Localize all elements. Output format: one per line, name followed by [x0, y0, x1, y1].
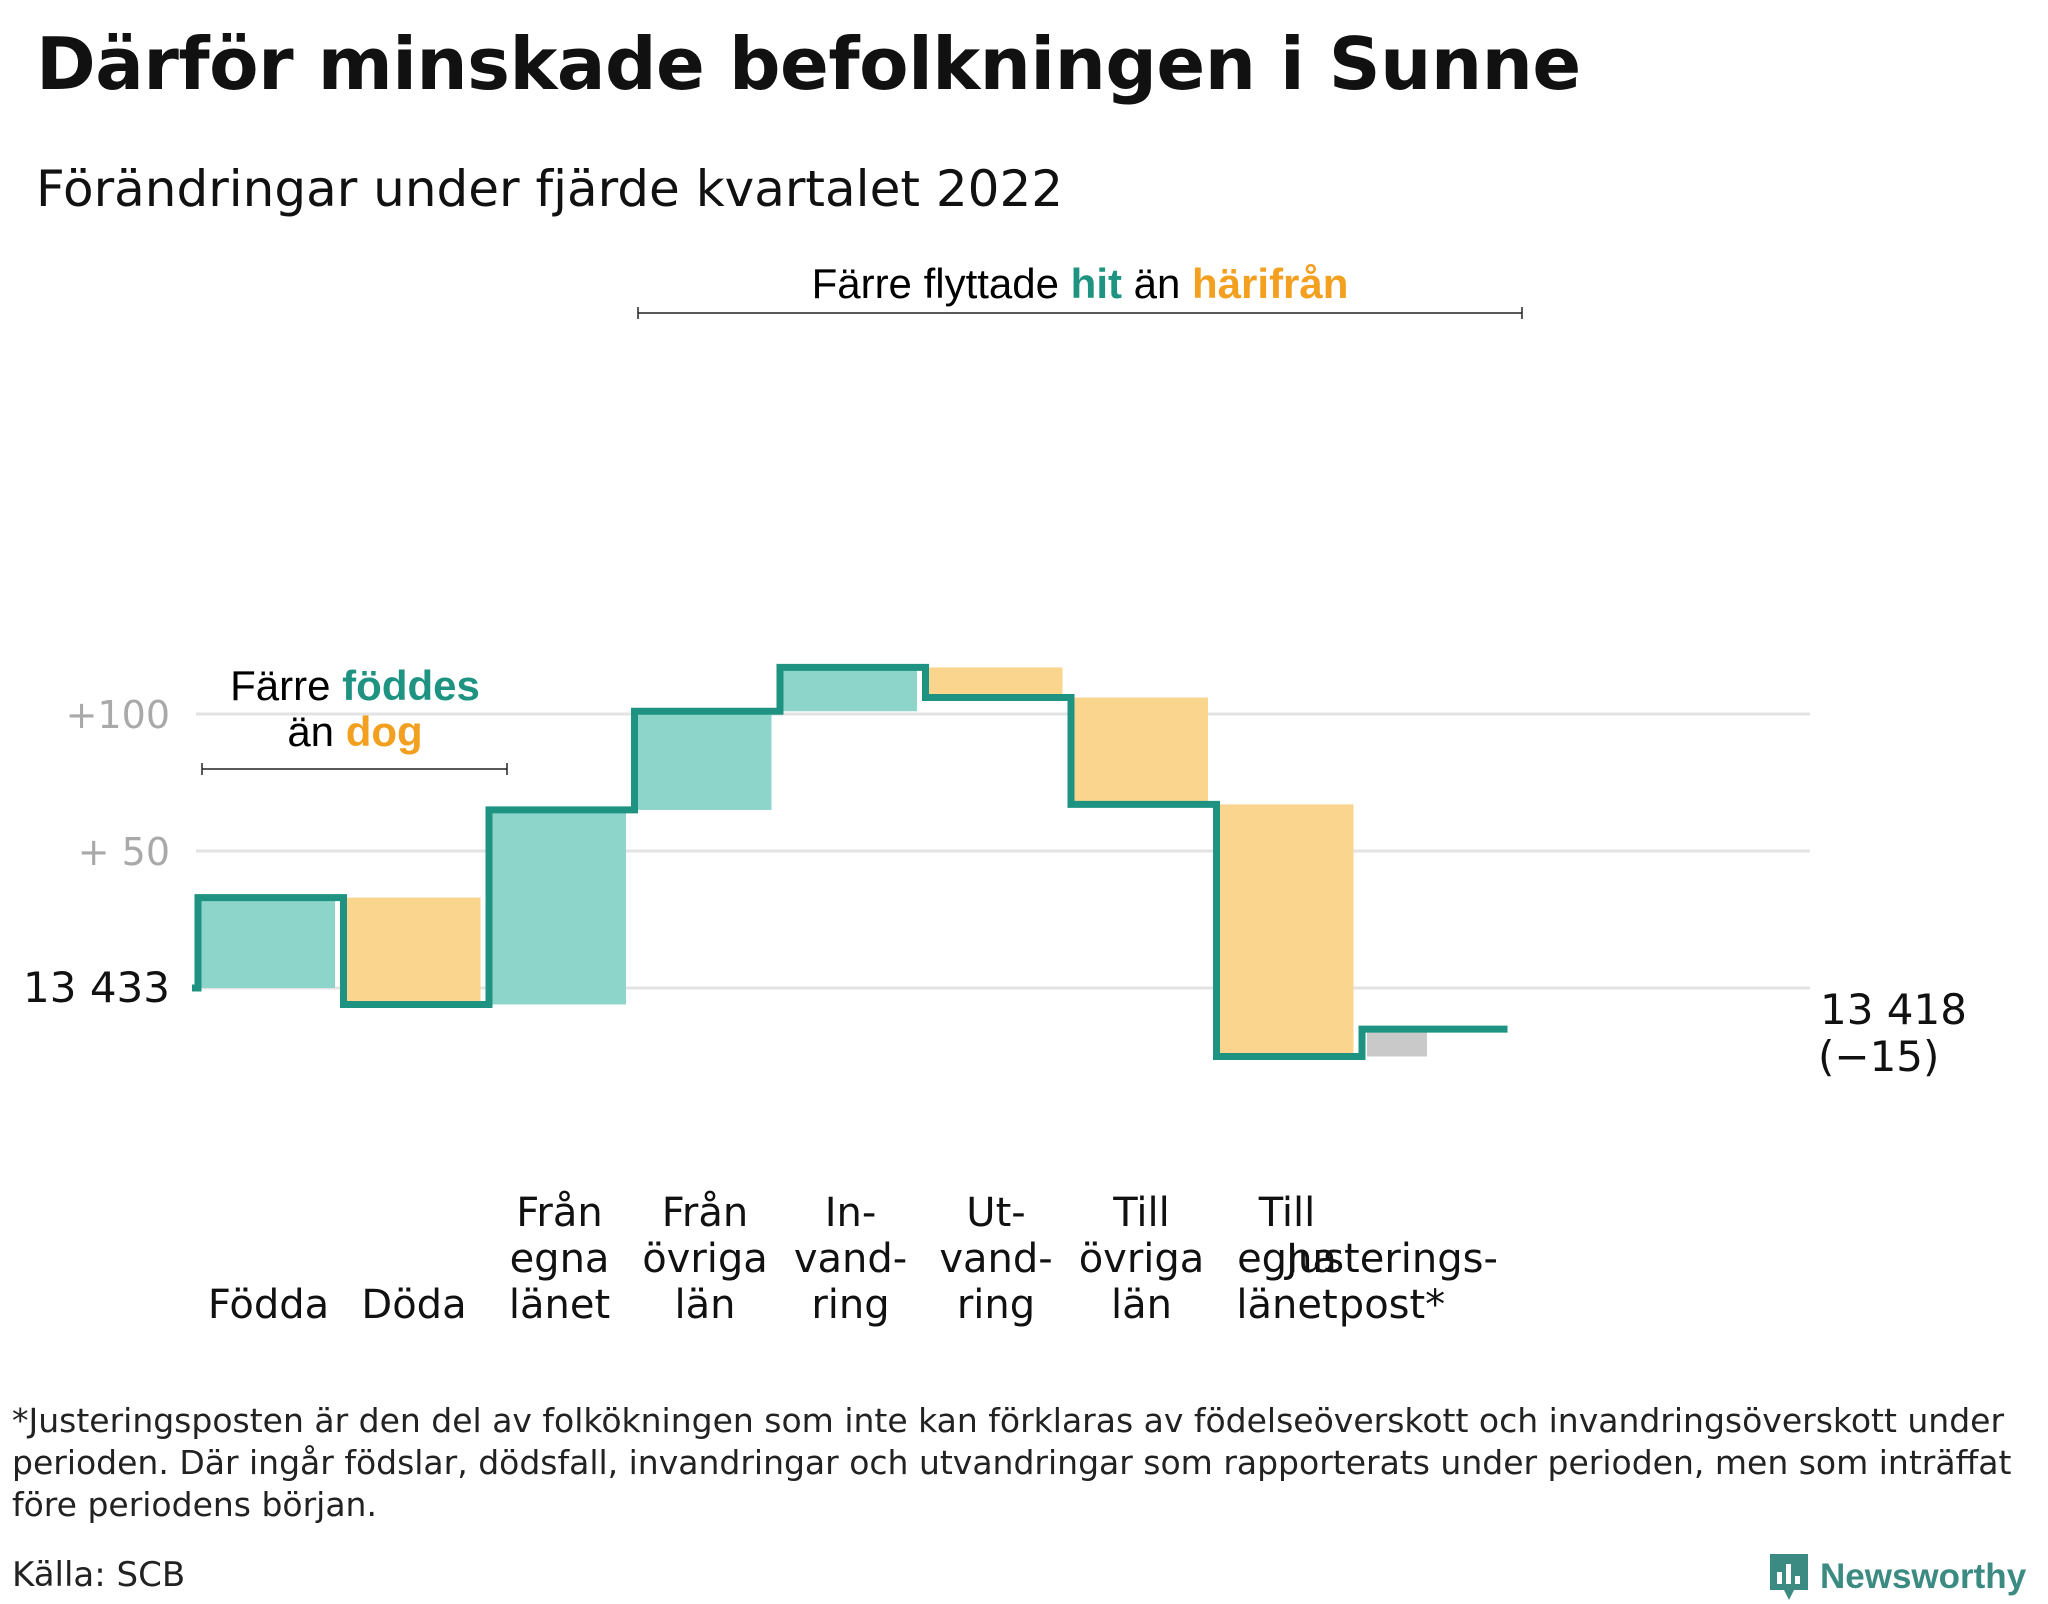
annotation-hit-highlight: hit	[1071, 260, 1122, 307]
waterfall-bar	[198, 897, 335, 988]
source-label: Källa: SCB	[12, 1555, 186, 1595]
waterfall-chart: +100 + 50 13 433 Födda Döda Från egna länet Från…	[23, 260, 1967, 1328]
category-label: Födda	[208, 1282, 329, 1328]
end-value-label: 13 418	[1820, 985, 1967, 1034]
waterfall-bar	[1367, 1029, 1427, 1057]
waterfall-bar	[489, 809, 626, 1005]
annotation-births-highlight: föddes	[342, 662, 480, 709]
y-tick-label: + 50	[78, 830, 170, 874]
annotation-deaths-highlight: dog	[346, 708, 423, 755]
annotation-births-deaths-line2: än dog	[287, 708, 422, 755]
category-label: Från övriga län	[642, 1190, 768, 1328]
y-tick-label: +100	[66, 693, 170, 737]
category-label: Till egna länet	[1236, 1190, 1337, 1328]
step-line	[192, 663, 1508, 1060]
annotation-births-deaths-line1: Färre föddes	[230, 662, 480, 709]
newsworthy-logo-icon	[1770, 1554, 1808, 1600]
annotation-migration-bracket	[637, 307, 1523, 319]
annotation-migration: Färre flyttade hit än härifrån	[812, 260, 1349, 307]
waterfall-bar	[1216, 804, 1354, 1057]
waterfall-bar	[925, 667, 1063, 698]
end-change-label: (−15)	[1818, 1032, 1939, 1081]
brand: Newsworthy	[1768, 1550, 2026, 1604]
category-label: Döda	[361, 1282, 466, 1328]
waterfall-bar	[780, 667, 917, 712]
footnote: *Justeringsposten är den del av folkökni…	[12, 1401, 2012, 1524]
chart-title: Därför minskade befolkningen i Sunne	[36, 22, 1581, 106]
step-line-layer	[192, 663, 1508, 1060]
category-label: Från egna länet	[509, 1190, 610, 1328]
category-label: In-vand-ring	[794, 1190, 907, 1328]
chart-subtitle: Förändringar under fjärde kvartalet 2022	[36, 160, 1064, 218]
category-label: Justerings-post*	[1283, 1236, 1498, 1328]
brand-name: Newsworthy	[1820, 1557, 2027, 1596]
start-value-label: 13 433	[23, 963, 170, 1012]
waterfall-bar	[1071, 697, 1208, 805]
label-layer: +100 + 50 13 433 Födda Döda Från egna länet Från…	[23, 693, 1967, 1328]
category-label: Till övriga län	[1079, 1190, 1205, 1328]
category-label: Ut-vand-ring	[939, 1190, 1052, 1328]
waterfall-bar	[634, 711, 772, 810]
bar-layer	[198, 667, 1427, 1057]
annotation-births-deaths-bracket	[201, 763, 508, 775]
waterfall-bar	[343, 897, 481, 1005]
annotation-harifran-highlight: härifrån	[1192, 260, 1348, 307]
